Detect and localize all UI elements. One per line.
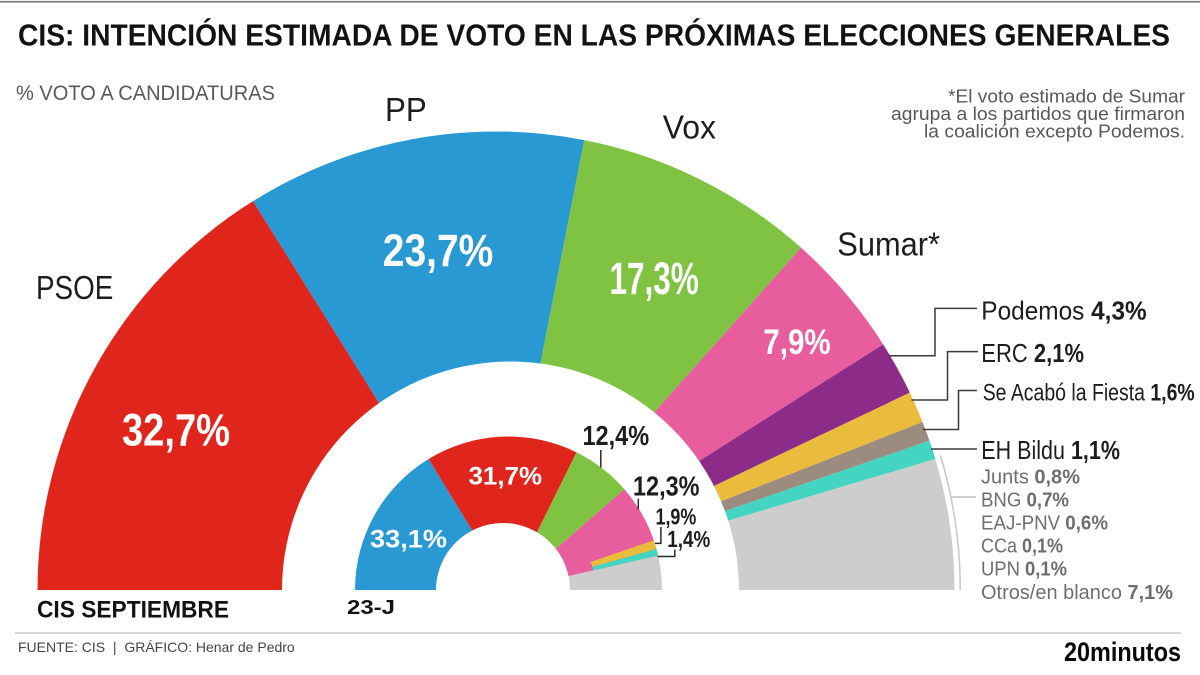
svg-text:ERC 2,1%: ERC 2,1% <box>981 338 1084 368</box>
svg-text:Podemos 4,3%: Podemos 4,3% <box>981 295 1146 325</box>
svg-text:23,7%: 23,7% <box>383 225 494 276</box>
svg-text:la coalición excepto Podemos.: la coalición excepto Podemos. <box>924 120 1185 141</box>
svg-text:1,4%: 1,4% <box>667 526 710 552</box>
svg-text:23-J: 23-J <box>347 597 395 619</box>
svg-text:20minutos: 20minutos <box>1064 637 1181 667</box>
svg-text:1,9%: 1,9% <box>656 504 697 530</box>
svg-text:agrupa a los partidos que firm: agrupa a los partidos que firmaron <box>891 103 1185 124</box>
svg-text:EH Bildu 1,1%: EH Bildu 1,1% <box>981 435 1120 465</box>
svg-text:CIS: INTENCIÓN ESTIMADA DE VOT: CIS: INTENCIÓN ESTIMADA DE VOTO EN LAS P… <box>18 17 1170 53</box>
svg-text:UPN 0,1%: UPN 0,1% <box>981 558 1067 581</box>
svg-text:CCa 0,1%: CCa 0,1% <box>981 535 1063 558</box>
svg-text:Junts 0,8%: Junts 0,8% <box>981 465 1080 488</box>
svg-text:Vox: Vox <box>663 109 717 146</box>
svg-text:31,7%: 31,7% <box>469 463 543 491</box>
svg-text:33,1%: 33,1% <box>370 525 447 553</box>
svg-text:FUENTE: CIS | GRÁFICO: Henar: FUENTE: CIS | GRÁFICO: Henar de Pedro <box>18 639 295 655</box>
svg-text:12,4%: 12,4% <box>583 420 650 451</box>
svg-text:Otros/en blanco 7,1%: Otros/en blanco 7,1% <box>981 581 1173 604</box>
svg-text:17,3%: 17,3% <box>610 253 699 304</box>
svg-text:Sumar*: Sumar* <box>837 226 940 263</box>
svg-text:12,3%: 12,3% <box>633 471 700 502</box>
svg-text:EAJ-PNV 0,6%: EAJ-PNV 0,6% <box>981 512 1108 535</box>
svg-text:*El voto estimado de Sumar: *El voto estimado de Sumar <box>948 85 1185 106</box>
svg-text:PP: PP <box>385 91 427 128</box>
svg-text:CIS SEPTIEMBRE: CIS SEPTIEMBRE <box>37 596 229 623</box>
svg-text:32,7%: 32,7% <box>122 404 230 455</box>
svg-text:7,9%: 7,9% <box>763 323 830 362</box>
svg-text:% VOTO A CANDIDATURAS: % VOTO A CANDIDATURAS <box>16 82 275 105</box>
svg-text:Se Acabó la Fiesta 1,6%: Se Acabó la Fiesta 1,6% <box>983 380 1195 407</box>
svg-text:BNG 0,7%: BNG 0,7% <box>981 488 1069 511</box>
svg-text:PSOE: PSOE <box>36 269 113 306</box>
